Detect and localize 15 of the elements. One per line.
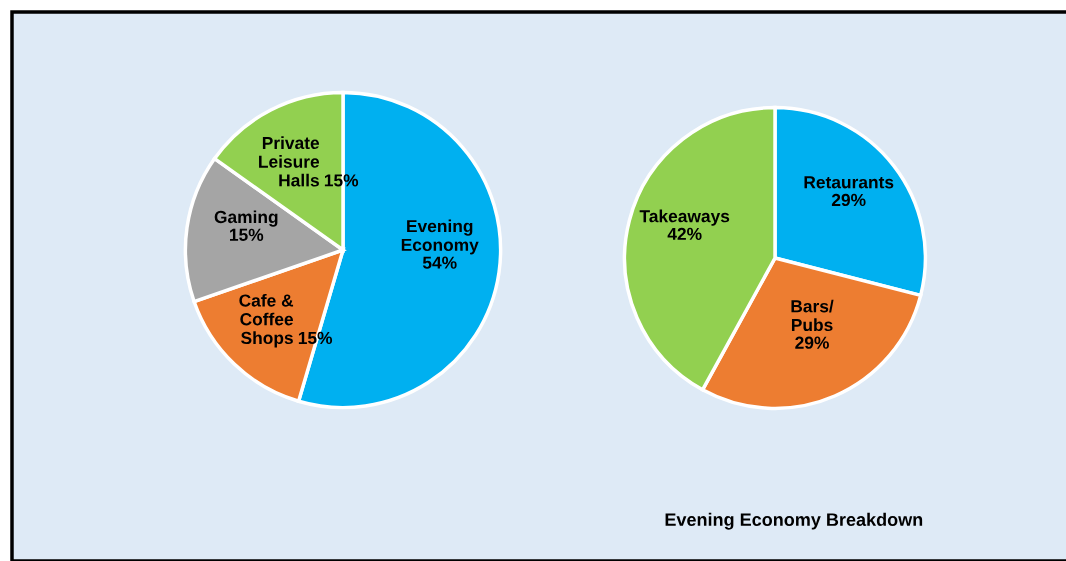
- slice-label: Bars/ Pubs: [791, 299, 834, 332]
- data-label: 29%: [795, 336, 829, 349]
- data-label: 54%: [422, 256, 457, 269]
- slice-label: Retaurants: [804, 176, 894, 189]
- slice-label: Takeaways: [639, 209, 730, 226]
- text: Evening Economy Breakdown: [665, 512, 923, 530]
- data-label: 15%: [298, 331, 333, 345]
- data-label: 15%: [230, 228, 264, 241]
- data-label: 15%: [324, 174, 359, 187]
- slice-label: Private Leisure Halls: [259, 136, 320, 187]
- data-label: 29%: [831, 193, 866, 207]
- data-label: 42%: [667, 227, 702, 241]
- slice-label: Cafe & Coffee Shops: [239, 293, 294, 348]
- slice-label: Gaming: [214, 210, 278, 227]
- slice-label: Evening Economy: [401, 219, 479, 255]
